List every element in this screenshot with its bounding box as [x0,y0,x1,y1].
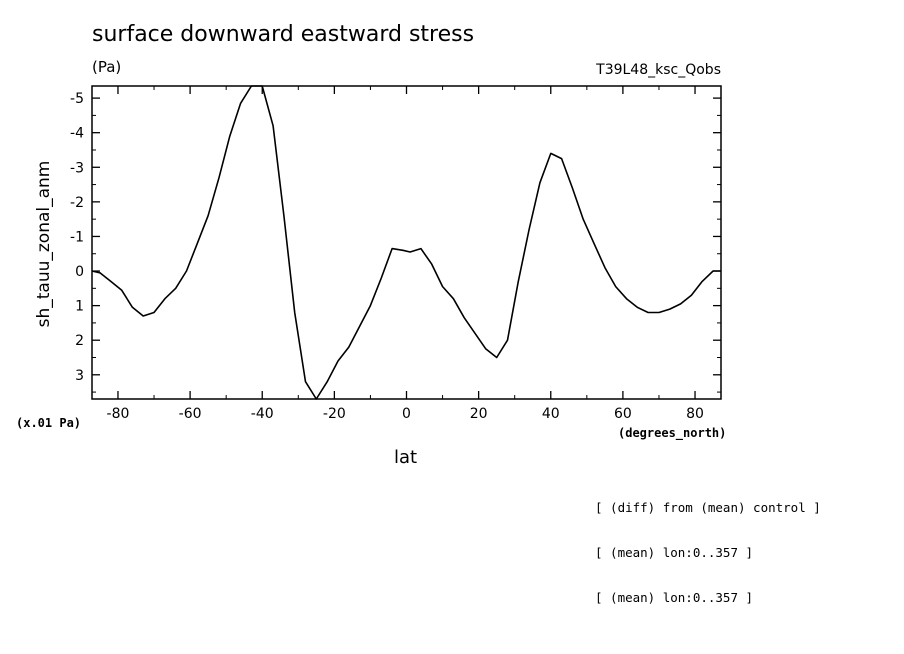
y-tick-label: -4 [70,126,84,142]
x-axis-label: lat [394,447,418,468]
y-axis-label: sh_tauu_zonal_anm [34,160,54,328]
annotation-notes: [ (diff) from (mean) control ] [ (mean) … [595,470,821,620]
x-tick-label: 0 [402,406,411,422]
y-tick-label: -3 [70,160,84,176]
run-id-label: T39L48_ksc_Qobs [596,62,721,78]
y-tick-label: 0 [75,264,84,280]
y-tick-label: 1 [75,299,84,315]
x-tick-label: -80 [107,406,130,422]
y-tick-label: -1 [70,229,84,245]
x-tick-label: 20 [470,406,488,422]
x-tick-label: 40 [542,406,560,422]
chart-title: surface downward eastward stress [92,22,475,47]
x-tick-label: -60 [179,406,202,422]
y-tick-label: -2 [70,195,84,211]
plot-frame [91,85,722,400]
x-tick-label: 80 [686,406,704,422]
units-label: (Pa) [92,58,122,76]
x-tick-label: -40 [251,406,274,422]
series-line [91,85,721,400]
y-tick-label: 2 [75,333,84,349]
x-tick-label: 60 [614,406,632,422]
note-line: [ (diff) from (mean) control ] [595,500,821,515]
y-tick-label: -5 [70,91,84,107]
series-layer [91,85,721,400]
x-axis-units: (degrees_north) [618,426,727,440]
y-tick-label: 3 [75,368,84,384]
x-tick-label: -20 [323,406,346,422]
axis-ticks [92,86,721,399]
y-scale-note: (x.01 Pa) [16,416,82,430]
note-line: [ (mean) lon:0..357 ] [595,545,754,560]
tick-labels: -80 -60 -40 -20 0 20 40 60 80 3 2 1 0 -1 -2 -3 -4 -5 [70,91,704,422]
note-line: [ (mean) lon:0..357 ] [595,590,754,605]
